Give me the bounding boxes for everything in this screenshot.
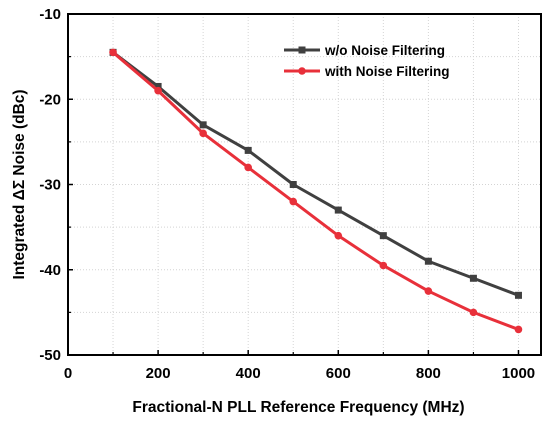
data-point xyxy=(154,86,162,95)
y-tick-label: -50 xyxy=(39,347,61,364)
grid-lines xyxy=(68,14,541,355)
legend: w/o Noise Filtering with Noise Filtering xyxy=(284,43,450,79)
y-tick-label: -30 xyxy=(39,177,61,194)
data-point xyxy=(109,48,117,57)
y-tick-label: -40 xyxy=(39,262,61,279)
data-point xyxy=(469,274,477,282)
series-layer xyxy=(109,48,523,334)
legend-item: with Noise Filtering xyxy=(284,64,450,79)
x-axis-label: Fractional-N PLL Reference Frequency (MH… xyxy=(132,399,464,416)
data-point xyxy=(289,181,297,188)
y-axis-label: Integrated ΔΣ Noise (dBc) xyxy=(11,89,28,279)
series-line xyxy=(112,51,520,297)
legend-item: w/o Noise Filtering xyxy=(284,43,445,58)
data-point xyxy=(424,287,433,295)
data-point xyxy=(379,261,388,270)
data-point xyxy=(154,82,162,90)
x-tick-label: 400 xyxy=(236,365,261,382)
x-tick-label: 200 xyxy=(146,365,171,382)
x-tick-label: 0 xyxy=(64,365,72,382)
data-point xyxy=(199,129,207,138)
series-line xyxy=(112,51,520,331)
data-point xyxy=(289,197,298,206)
legend-marker xyxy=(298,67,306,75)
legend-label: w/o Noise Filtering xyxy=(324,43,445,58)
legend-marker xyxy=(298,46,306,54)
data-point xyxy=(514,291,522,299)
data-point xyxy=(514,325,523,334)
data-point xyxy=(244,163,252,172)
data-point xyxy=(199,121,207,129)
y-tick-label: -10 xyxy=(39,6,61,23)
x-tick-label: 1000 xyxy=(502,365,535,382)
axis-ticks: 0 200 400 600 800 1000 -10 -20 -30 -40 -50 xyxy=(39,6,535,382)
data-point xyxy=(244,146,252,154)
series-2 xyxy=(109,48,523,334)
series-1 xyxy=(109,48,522,299)
data-point xyxy=(424,257,432,265)
x-tick-label: 600 xyxy=(326,365,351,382)
data-point xyxy=(334,206,342,214)
data-point xyxy=(334,231,343,240)
data-point xyxy=(469,308,478,317)
x-tick-label: 800 xyxy=(416,365,441,382)
legend-label: with Noise Filtering xyxy=(324,64,450,79)
y-tick-label: -20 xyxy=(39,91,61,108)
data-point xyxy=(379,232,387,240)
